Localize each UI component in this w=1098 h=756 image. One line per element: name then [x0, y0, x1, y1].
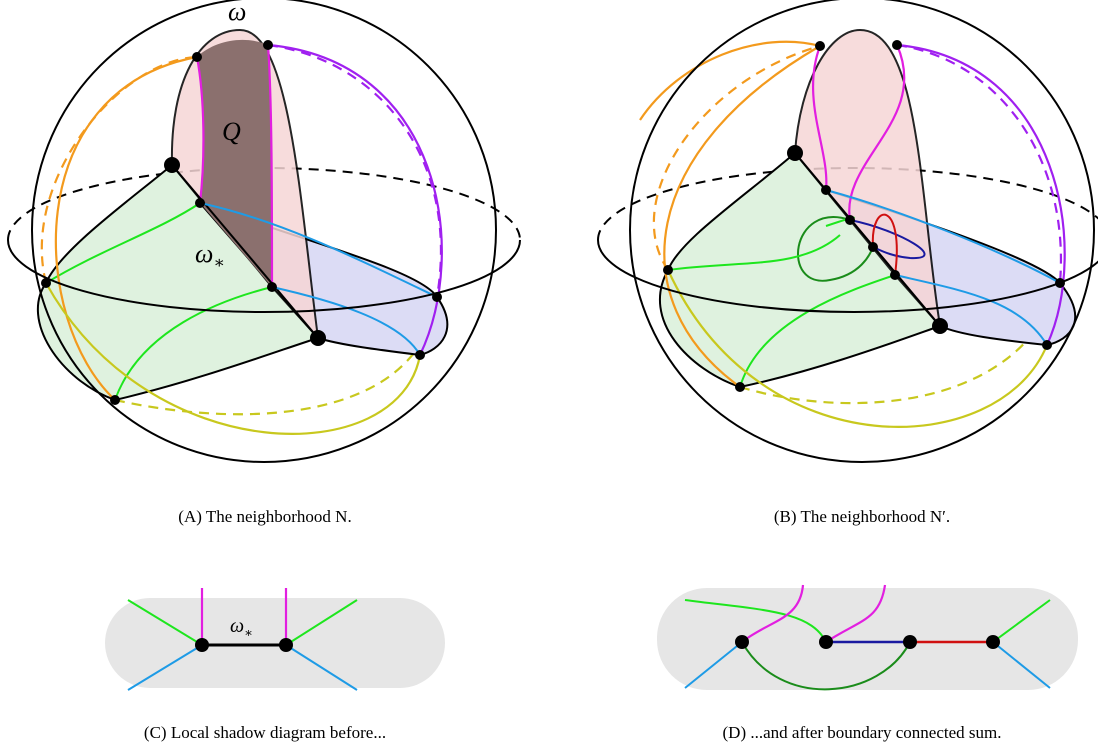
green-line: [684, 599, 1051, 643]
magenta: [812, 45, 828, 191]
green-arc: [667, 234, 841, 271]
orange-arc: [639, 40, 821, 121]
symbol: ω: [230, 615, 244, 637]
blue-line: [127, 644, 358, 691]
caption: (A) The neighborhood N.: [178, 507, 351, 526]
orange-back: [652, 44, 821, 271]
red-arc: [871, 213, 898, 276]
equator-front: [597, 239, 1098, 313]
label-omega-star: ω∗: [230, 615, 253, 640]
dark-band: [197, 39, 272, 287]
green-region: [658, 151, 942, 389]
magenta: [195, 56, 205, 204]
blue-arc: [894, 274, 1048, 346]
blue-arc: [271, 286, 421, 356]
label-q: Q: [222, 117, 241, 146]
subscript: ∗: [213, 253, 225, 272]
caption: (C) Local shadow diagram before...: [144, 723, 386, 742]
purple-arc: [267, 43, 443, 356]
panel-d: (D) ...and after boundary connected sum.: [657, 584, 1078, 742]
pink-region: [793, 28, 942, 330]
purple-back: [267, 43, 442, 298]
label-omega: ω: [228, 0, 246, 26]
blue-arc: [199, 202, 438, 298]
magenta-line: [741, 584, 887, 643]
green-arc: [45, 202, 201, 284]
purple-arc: [896, 43, 1066, 346]
dark-green-arc: [741, 641, 911, 691]
orange-arc: [54, 55, 198, 401]
symbol: ω: [195, 239, 213, 268]
label-omega-star: ω∗: [195, 239, 225, 272]
vertices: [663, 40, 1065, 392]
shadow-surface: [657, 588, 1078, 690]
caption: (B) The neighborhood N′.: [774, 507, 950, 526]
equator-front: [7, 239, 521, 313]
sphere: [629, 0, 1095, 463]
edge: [794, 152, 941, 327]
magenta-line: [200, 588, 288, 645]
panel-b: (B) The neighborhood N′.: [597, 0, 1098, 526]
blue-arc: [825, 189, 1061, 284]
green-region: [36, 163, 320, 402]
blue-arc: [849, 219, 926, 260]
magenta: [848, 44, 906, 221]
yellow-arc: [45, 282, 422, 435]
orange-arc: [663, 45, 821, 388]
vertices: [41, 40, 442, 405]
yellow-back: [739, 282, 1062, 405]
panel-c: ω∗ (C) Local shadow diagram before...: [105, 588, 445, 742]
green-line: [127, 599, 358, 646]
blue-line: [684, 641, 1051, 689]
purple-back: [896, 43, 1063, 284]
subscript: ∗: [244, 625, 253, 640]
edge: [171, 164, 319, 339]
magenta: [266, 44, 274, 288]
dark-green-arc: [797, 216, 874, 282]
panel-a: ω Q ω∗ (A) The neighborhood N.: [7, 0, 521, 526]
caption: (D) ...and after boundary connected sum.: [723, 723, 1002, 742]
shadow-surface: [105, 598, 445, 688]
yellow-arc: [667, 269, 1049, 428]
sphere: [31, 0, 497, 463]
